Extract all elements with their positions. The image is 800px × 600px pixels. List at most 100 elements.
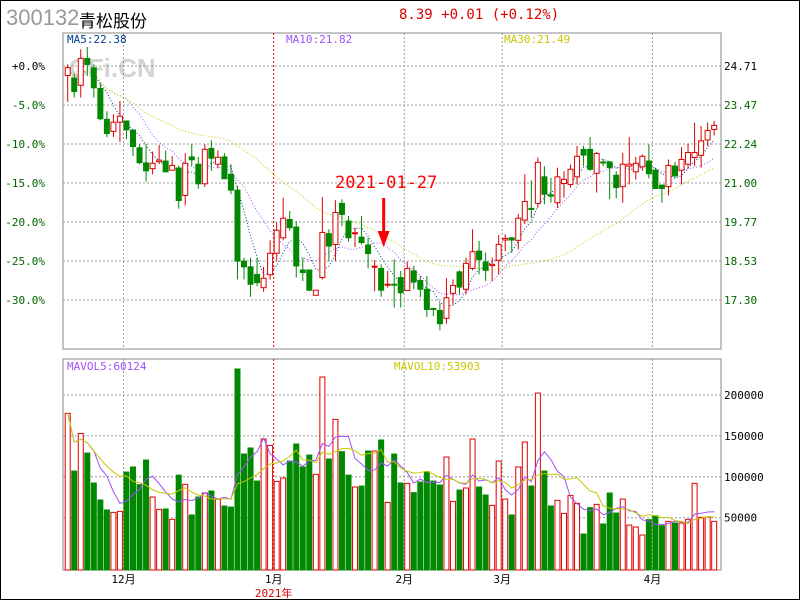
volume-bar <box>365 450 372 571</box>
candle <box>214 150 221 169</box>
volume-bar <box>247 447 254 571</box>
candle-body <box>293 226 300 267</box>
month-label: 4月 <box>644 573 662 586</box>
candle-body <box>188 156 195 161</box>
volume-bar <box>378 439 385 571</box>
candle-body <box>365 244 372 255</box>
candle-body <box>560 178 567 184</box>
candle <box>704 122 711 146</box>
candle <box>384 270 391 288</box>
candle <box>587 137 594 171</box>
volume-bar <box>404 482 411 571</box>
candle <box>430 308 437 317</box>
volume-bar <box>221 505 228 571</box>
volume-bar <box>436 484 443 571</box>
candle-body <box>652 169 659 190</box>
candle-body <box>469 251 476 269</box>
candle <box>234 186 241 280</box>
price-pane <box>62 32 722 350</box>
candle <box>319 197 326 280</box>
candle-body <box>587 148 594 170</box>
stock-name: 青松股份 <box>79 12 147 32</box>
candle-body <box>103 118 110 135</box>
volume-bar <box>136 484 143 571</box>
candle <box>358 216 365 245</box>
volume-bar <box>103 509 110 571</box>
candle-body <box>528 207 535 210</box>
volume-bar <box>319 376 326 571</box>
candle-body <box>90 67 97 89</box>
candle <box>489 257 496 282</box>
candle <box>378 264 385 297</box>
volume-bar <box>84 452 91 571</box>
volume-bar <box>456 489 463 571</box>
volume-tick-label: 200000 <box>724 389 764 402</box>
volume-bar <box>593 503 600 571</box>
year-label: 2021年 <box>255 586 293 600</box>
volume-bar <box>489 504 496 571</box>
volume-bar <box>90 482 97 571</box>
volume-bar <box>606 492 613 571</box>
volume-bar <box>430 480 437 571</box>
volume-bar <box>613 512 620 571</box>
volume-bar <box>482 494 489 571</box>
candle-body <box>208 147 215 159</box>
price-tick-label: 17.30 <box>724 294 757 307</box>
candle-body <box>404 267 411 292</box>
volume-bar <box>704 516 711 571</box>
candle-body <box>71 77 78 93</box>
candle <box>521 174 528 225</box>
legend-mavol5: MAVOL5:60124 <box>67 360 147 373</box>
candle-body <box>567 168 574 185</box>
candle <box>443 278 450 324</box>
volume-bar <box>195 496 202 571</box>
candle <box>84 47 91 77</box>
candle-body <box>169 164 176 171</box>
volume-bar <box>208 490 215 571</box>
candle <box>397 270 404 308</box>
candle-body <box>175 167 182 202</box>
candle <box>613 171 620 199</box>
candle <box>267 240 274 280</box>
candle-body <box>227 173 234 191</box>
volume-bar <box>345 474 352 571</box>
candle-body <box>678 158 685 171</box>
candle-body <box>84 57 91 65</box>
volume-bar <box>260 438 267 571</box>
candle-body <box>423 288 430 310</box>
candle <box>691 122 698 167</box>
candle-body <box>156 159 163 163</box>
volume-bar <box>175 474 182 571</box>
candle <box>528 180 535 219</box>
candle <box>665 159 672 196</box>
candle <box>280 197 287 241</box>
candle <box>600 159 607 167</box>
volume-bar <box>352 486 359 571</box>
volume-bar <box>698 516 705 571</box>
legend-ma30: MA30:21.49 <box>504 33 570 46</box>
candle <box>130 129 136 156</box>
candle <box>149 151 156 175</box>
volume-bar <box>201 492 208 571</box>
candle-body <box>534 161 541 204</box>
candle-body <box>671 165 678 177</box>
candle-body <box>254 273 261 284</box>
volume-bar <box>254 480 261 571</box>
volume-bar <box>371 450 378 571</box>
candle <box>143 143 150 182</box>
month-label: 12月 <box>111 573 135 586</box>
candle <box>469 229 476 271</box>
volume-bar <box>619 498 626 571</box>
candle <box>273 222 280 262</box>
candle <box>547 177 554 203</box>
candle-body <box>116 115 123 123</box>
candle <box>456 270 463 295</box>
volume-bar <box>476 486 483 571</box>
price-tick-label: 22.24 <box>724 138 757 151</box>
candle <box>325 229 332 262</box>
ma30-line <box>67 67 715 271</box>
candle-body <box>221 156 228 180</box>
volume-bar <box>123 471 130 571</box>
candle <box>482 252 489 282</box>
